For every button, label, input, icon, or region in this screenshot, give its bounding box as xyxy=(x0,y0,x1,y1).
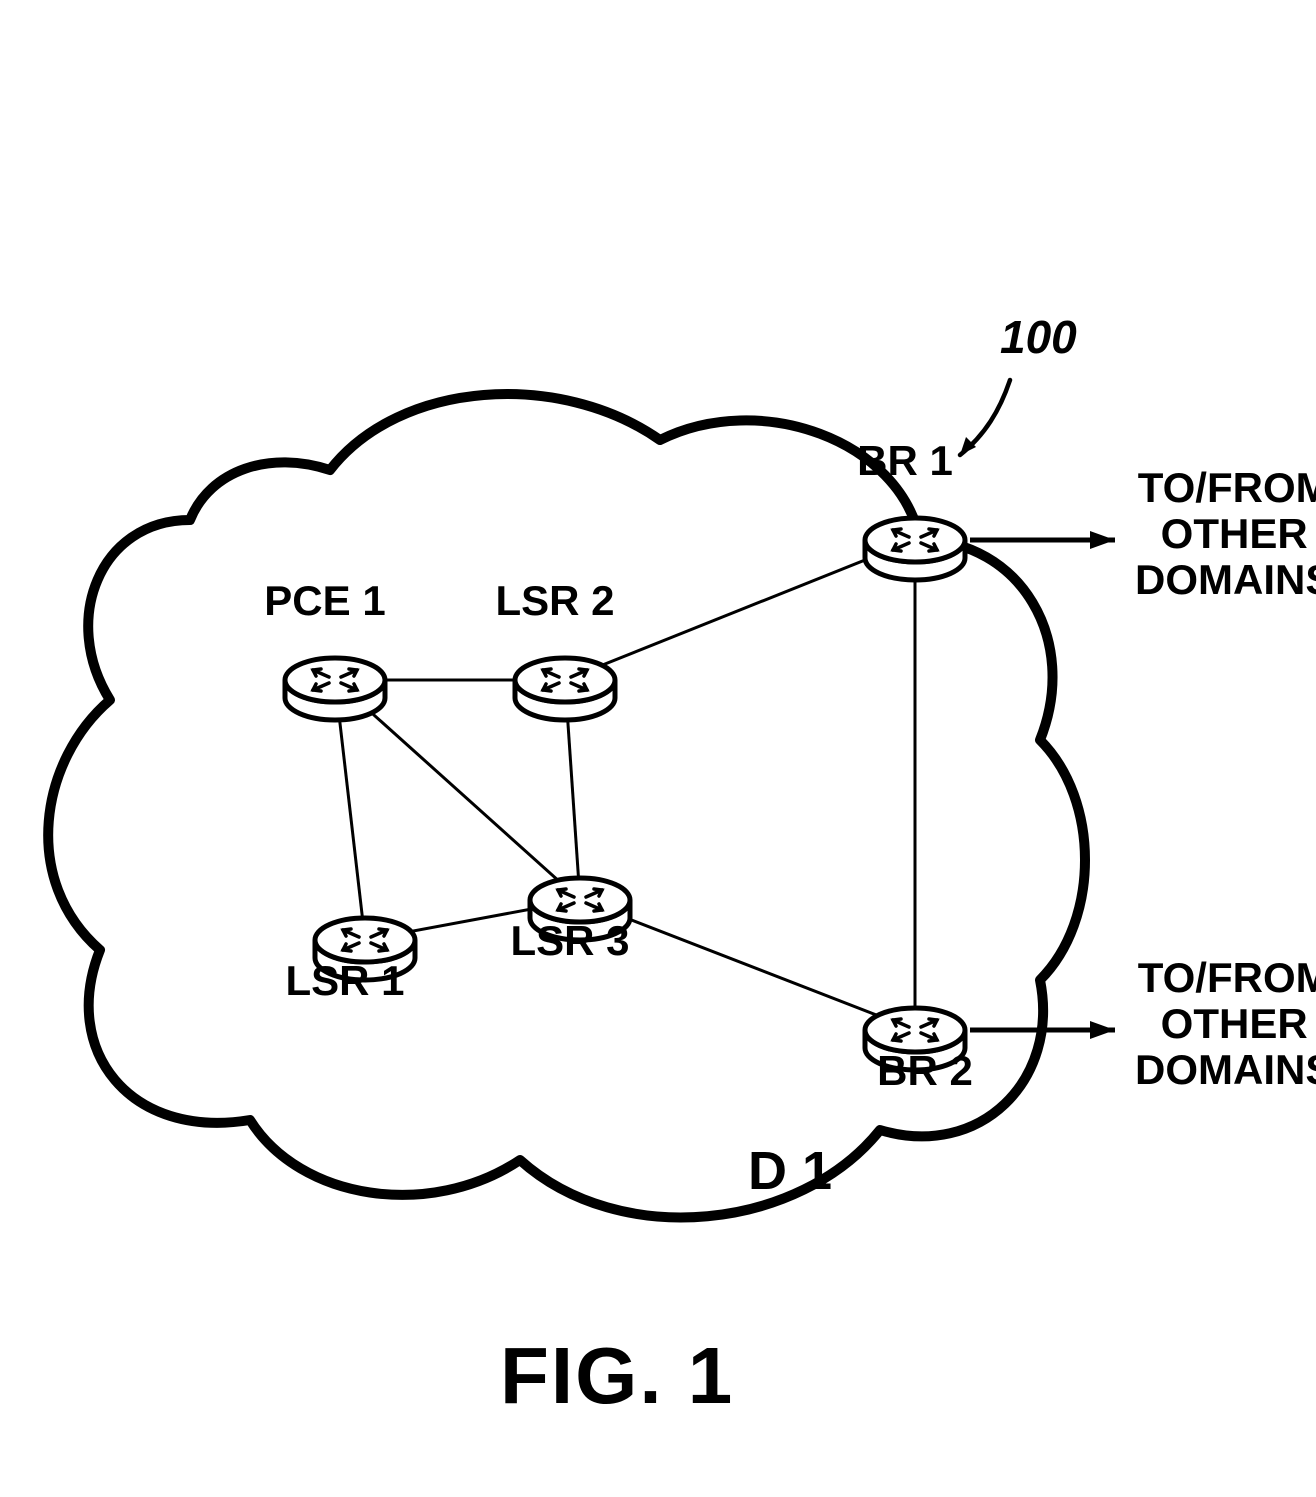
external-label-top: TO/FROM OTHER DOMAINS xyxy=(1135,465,1316,604)
arrow-top xyxy=(970,531,1115,549)
external-label-bottom: TO/FROM OTHER DOMAINS xyxy=(1135,955,1316,1094)
domain-label: D 1 xyxy=(748,1140,832,1202)
diagram-canvas: PCE 1 LSR 2 BR 1 LSR 1 LSR 3 BR 2 xyxy=(0,0,1316,1497)
node-label-pce1: PCE 1 xyxy=(264,577,385,624)
node-label-lsr1: LSR 1 xyxy=(285,957,404,1004)
figure-page: PCE 1 LSR 2 BR 1 LSR 1 LSR 3 BR 2 100 TO/FROM… xyxy=(0,0,1316,1497)
node-label-lsr2: LSR 2 xyxy=(495,577,614,624)
reference-number: 100 xyxy=(1000,310,1077,364)
figure-label: FIG. 1 xyxy=(500,1330,734,1422)
node-label-br2: BR 2 xyxy=(877,1047,973,1094)
node-label-lsr3: LSR 3 xyxy=(510,917,629,964)
node-label-br1: BR 1 xyxy=(857,437,953,484)
reference-pointer xyxy=(960,380,1010,455)
node-br2: BR 2 xyxy=(865,1008,973,1094)
